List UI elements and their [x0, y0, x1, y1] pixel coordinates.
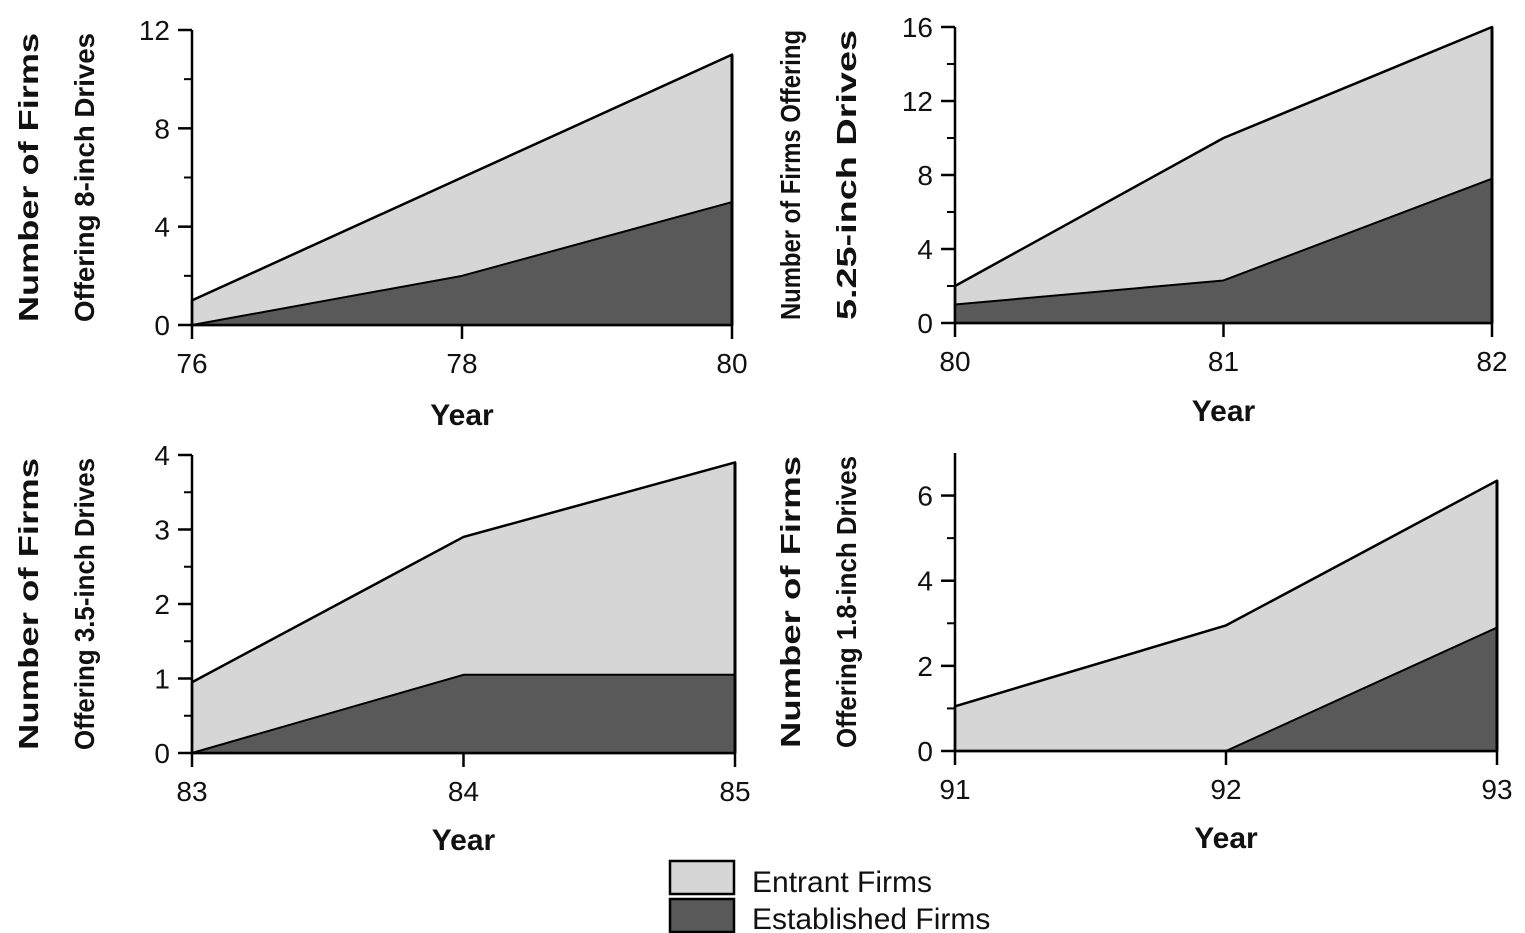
- y-axis-label: Offering 8-inch Drives: [69, 33, 100, 322]
- y-tick-label: 2: [154, 589, 170, 620]
- x-axis-label: Year: [432, 824, 496, 857]
- y-tick-label: 4: [154, 212, 170, 243]
- x-tick-label: 76: [176, 348, 207, 379]
- x-tick-label: 80: [939, 346, 970, 377]
- y-tick-label: 4: [917, 234, 933, 265]
- legend-swatch-established: [668, 897, 736, 933]
- y-tick-label: 4: [154, 440, 170, 471]
- y-axis-label: Number of Firms: [775, 456, 806, 748]
- y-tick-label: 8: [154, 113, 170, 144]
- y-tick-label: 4: [917, 566, 933, 597]
- x-axis-label: Year: [1192, 395, 1256, 428]
- y-tick-label: 1: [154, 664, 170, 695]
- x-tick-label: 85: [719, 776, 750, 807]
- y-axis-label: Offering 3.5-inch Drives: [69, 458, 100, 750]
- x-tick-label: 78: [446, 348, 477, 379]
- y-tick-label: 8: [917, 160, 933, 191]
- legend-swatch-entrant: [668, 859, 736, 896]
- chart-panel-2: 0 4 8 12 16 80 81 82 Year Number of Firms Offerin…: [775, 12, 1508, 428]
- x-tick-label: 93: [1481, 774, 1512, 805]
- x-tick-label: 83: [176, 776, 207, 807]
- y-tick-label: 0: [917, 736, 933, 767]
- x-tick-label: 81: [1208, 346, 1239, 377]
- y-axis-label: Number of Firms: [13, 33, 44, 322]
- chart-panel-4: 0 2 4 6 91 92 93 Year Number of Firms Offering 1.…: [775, 453, 1513, 855]
- y-axis-label: Number of Firms Offering: [775, 30, 806, 320]
- x-axis-label: Year: [430, 399, 494, 432]
- y-tick-label: 2: [917, 651, 933, 682]
- y-tick-label: 3: [154, 515, 170, 546]
- y-tick-label: 0: [154, 310, 170, 341]
- legend-label-entrant: Entrant Firms: [752, 866, 932, 899]
- y-tick-label: 0: [154, 738, 170, 769]
- y-tick-label: 0: [917, 308, 933, 339]
- y-axis-label: Offering 1.8-inch Drives: [831, 456, 862, 748]
- y-tick-label: 16: [902, 12, 933, 43]
- x-tick-label: 80: [716, 348, 747, 379]
- chart-panel-1: 0 4 8 12 76 78 80 Year Number of Firms Offering 8…: [13, 15, 748, 432]
- x-axis-label: Year: [1194, 822, 1258, 855]
- legend-label-established: Established Firms: [752, 903, 990, 933]
- chart-panel-3: 0 1 2 3 4 83 84 85 Year Number of Firms Offering 3…: [13, 440, 751, 857]
- y-tick-label: 6: [917, 481, 933, 512]
- legend: Entrant Firms Established Firms: [668, 859, 990, 933]
- x-tick-label: 92: [1210, 774, 1241, 805]
- x-tick-label: 84: [448, 776, 479, 807]
- x-tick-label: 82: [1476, 346, 1507, 377]
- y-axis-label: 5.25-inch Drives: [831, 30, 862, 320]
- y-tick-label: 12: [139, 15, 170, 46]
- x-tick-label: 91: [939, 774, 970, 805]
- y-axis-label: Number of Firms: [13, 458, 44, 750]
- y-tick-label: 12: [902, 86, 933, 117]
